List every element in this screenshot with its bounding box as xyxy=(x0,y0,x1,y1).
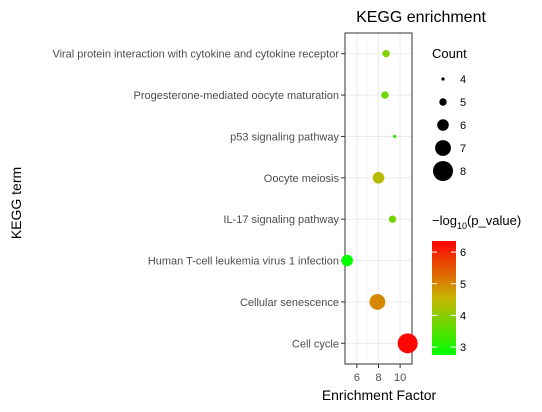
color-legend-label: 6 xyxy=(460,247,466,259)
count-legend: Count 4 5 6 7 8 xyxy=(432,46,467,181)
count-legend-label: 4 xyxy=(460,74,466,86)
x-axis-ticks: 6 8 10 xyxy=(354,364,406,384)
color-legend-title-subscript: 10 xyxy=(457,221,467,231)
y-tick-label: IL-17 signaling pathway xyxy=(223,214,339,226)
y-tick-label: Cellular senescence xyxy=(240,297,339,309)
count-legend-label: 6 xyxy=(460,120,466,132)
chart-title: KEGG enrichment xyxy=(356,9,486,26)
count-legend-key xyxy=(439,98,447,106)
x-tick-label: 10 xyxy=(394,372,406,384)
x-axis-title: Enrichment Factor xyxy=(322,387,437,403)
count-legend-label: 7 xyxy=(460,143,466,155)
color-legend-label: 5 xyxy=(460,279,466,291)
count-legend-key xyxy=(433,161,453,181)
count-legend-key xyxy=(435,140,451,156)
x-tick-label: 6 xyxy=(354,372,360,384)
data-points xyxy=(341,49,418,354)
y-tick-label: Human T-cell leukemia virus 1 infection xyxy=(148,256,339,268)
data-point xyxy=(372,172,385,184)
data-point xyxy=(393,134,397,139)
y-axis-title: KEGG term xyxy=(8,167,24,239)
color-legend-label: 3 xyxy=(460,342,466,354)
x-tick-label: 8 xyxy=(375,372,381,384)
data-point xyxy=(381,91,389,99)
color-legend-title-prefix: −log xyxy=(432,213,457,228)
data-point xyxy=(382,49,390,58)
color-legend-title-suffix: (p_value) xyxy=(467,213,521,228)
plot-panel xyxy=(344,32,413,365)
count-legend-label: 5 xyxy=(460,97,466,109)
color-legend: −log10(p_value) 3 4 5 6 xyxy=(432,213,521,355)
count-legend-key xyxy=(437,119,449,131)
y-axis-ticks: Cell cycle Cellular senescence Human T-cel… xyxy=(52,49,345,350)
data-point xyxy=(388,215,397,223)
data-point xyxy=(369,294,386,310)
count-legend-title: Count xyxy=(432,46,467,61)
y-tick-label: p53 signaling pathway xyxy=(230,131,339,143)
y-tick-label: Progesterone-mediated oocyte maturation xyxy=(134,90,339,102)
count-legend-key xyxy=(441,77,445,81)
y-tick-label: Cell cycle xyxy=(292,338,339,350)
color-legend-label: 4 xyxy=(460,310,466,322)
data-point xyxy=(341,254,353,267)
color-legend-bar xyxy=(432,241,456,355)
data-point xyxy=(397,333,418,354)
y-tick-label: Oocyte meiosis xyxy=(264,173,340,185)
count-legend-label: 8 xyxy=(460,166,466,178)
y-tick-label: Viral protein interaction with cytokine … xyxy=(52,49,339,61)
color-legend-title: −log10(p_value) xyxy=(432,213,521,231)
